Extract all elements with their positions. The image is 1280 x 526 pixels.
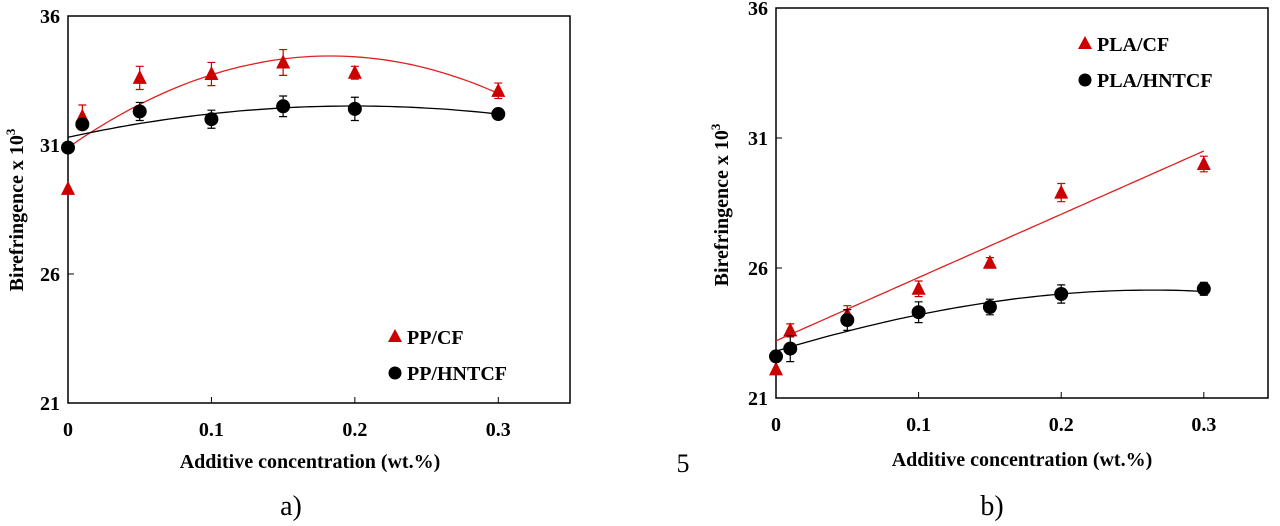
legend-label: PP/CF — [407, 327, 464, 349]
legend-triangle-icon — [388, 329, 402, 342]
pla-cf-point — [982, 254, 997, 269]
chart-a-ylabel: Birefringence x 103 — [3, 128, 28, 291]
legend-circle-icon — [388, 366, 402, 380]
y-tick-label: 21 — [748, 388, 768, 410]
pla-hntcf-point — [1054, 287, 1069, 301]
y-tick-label: 36 — [40, 6, 60, 28]
pla-hntcf-point — [783, 341, 798, 356]
chart-b-ylabel-text: Birefringence x 10 — [711, 130, 733, 286]
pp-hntcf-point — [75, 117, 90, 132]
chart-b: Additive concentration (wt.%) Birefringe… — [708, 0, 1269, 522]
chart-a-ylabel-sup: 3 — [3, 128, 18, 135]
x-tick-label: 0.3 — [1191, 414, 1216, 436]
chart-a-xlabel: Additive concentration (wt.%) — [180, 451, 441, 473]
x-tick-label: 0.1 — [199, 419, 224, 441]
pp-hntcf-point — [491, 107, 506, 122]
x-tick-label: 0.2 — [342, 419, 367, 441]
pp-hntcf-point — [132, 104, 147, 119]
y-tick-label: 26 — [40, 264, 60, 286]
y-tick-label: 26 — [748, 258, 768, 280]
chart-b-xlabel: Additive concentration (wt.%) — [892, 449, 1153, 471]
y-tick-label: 21 — [40, 393, 60, 415]
y-tick-label: 31 — [748, 128, 768, 150]
pla-cf-point — [1054, 184, 1069, 199]
pp-cf-point — [347, 64, 362, 79]
x-tick-label: 0 — [63, 419, 73, 441]
x-tick-label: 0.2 — [1049, 414, 1074, 436]
legend-triangle-icon — [1078, 36, 1092, 49]
pp-cf-point — [61, 180, 75, 195]
legend-label: PLA/HNTCF — [1097, 70, 1213, 92]
pp-cf-point — [491, 82, 506, 97]
pp-cf-point — [204, 66, 219, 81]
pp-hntcf-point — [204, 112, 219, 127]
pp-cf-point — [132, 69, 147, 84]
pla-cf-point — [911, 280, 926, 295]
pp-hntcf-point — [347, 101, 362, 116]
pp-hntcf-point — [61, 140, 75, 155]
pla-hntcf-point — [982, 300, 997, 314]
pla-cf-point — [769, 361, 783, 376]
chart-a-ylabel-text: Birefringence x 10 — [6, 135, 28, 291]
y-tick-label: 31 — [40, 135, 60, 157]
x-tick-label: 0.1 — [906, 414, 931, 436]
chart-a-panel-label: a) — [280, 491, 302, 522]
legend-circle-icon — [1078, 73, 1092, 87]
pla-cf-point — [783, 322, 798, 337]
pla-hntcf-point — [769, 349, 783, 364]
pla-hntcf-point — [911, 305, 926, 320]
y-tick-label: 36 — [748, 0, 768, 20]
plot-frame — [67, 15, 571, 404]
legend-label: PP/HNTCF — [407, 363, 507, 385]
pp-cf-point — [276, 54, 291, 69]
x-tick-label: 0.3 — [486, 419, 511, 441]
x-tick-label: 0 — [771, 414, 781, 436]
chart-b-ylabel: Birefringence x 103 — [708, 123, 733, 286]
page-number: 5 — [677, 449, 690, 478]
legend-label: PLA/CF — [1097, 34, 1169, 56]
pp-hntcf-point — [276, 99, 291, 114]
chart-b-panel-label: b) — [980, 491, 1003, 522]
chart-b-ylabel-sup: 3 — [708, 123, 723, 130]
plot-frame — [775, 7, 1269, 399]
pla-hntcf-point — [840, 313, 855, 327]
pla-cf-point — [1196, 156, 1211, 170]
chart-a: Additive concentration (wt.%) Birefringe… — [3, 6, 571, 522]
pla-hntcf-point — [1196, 281, 1211, 296]
